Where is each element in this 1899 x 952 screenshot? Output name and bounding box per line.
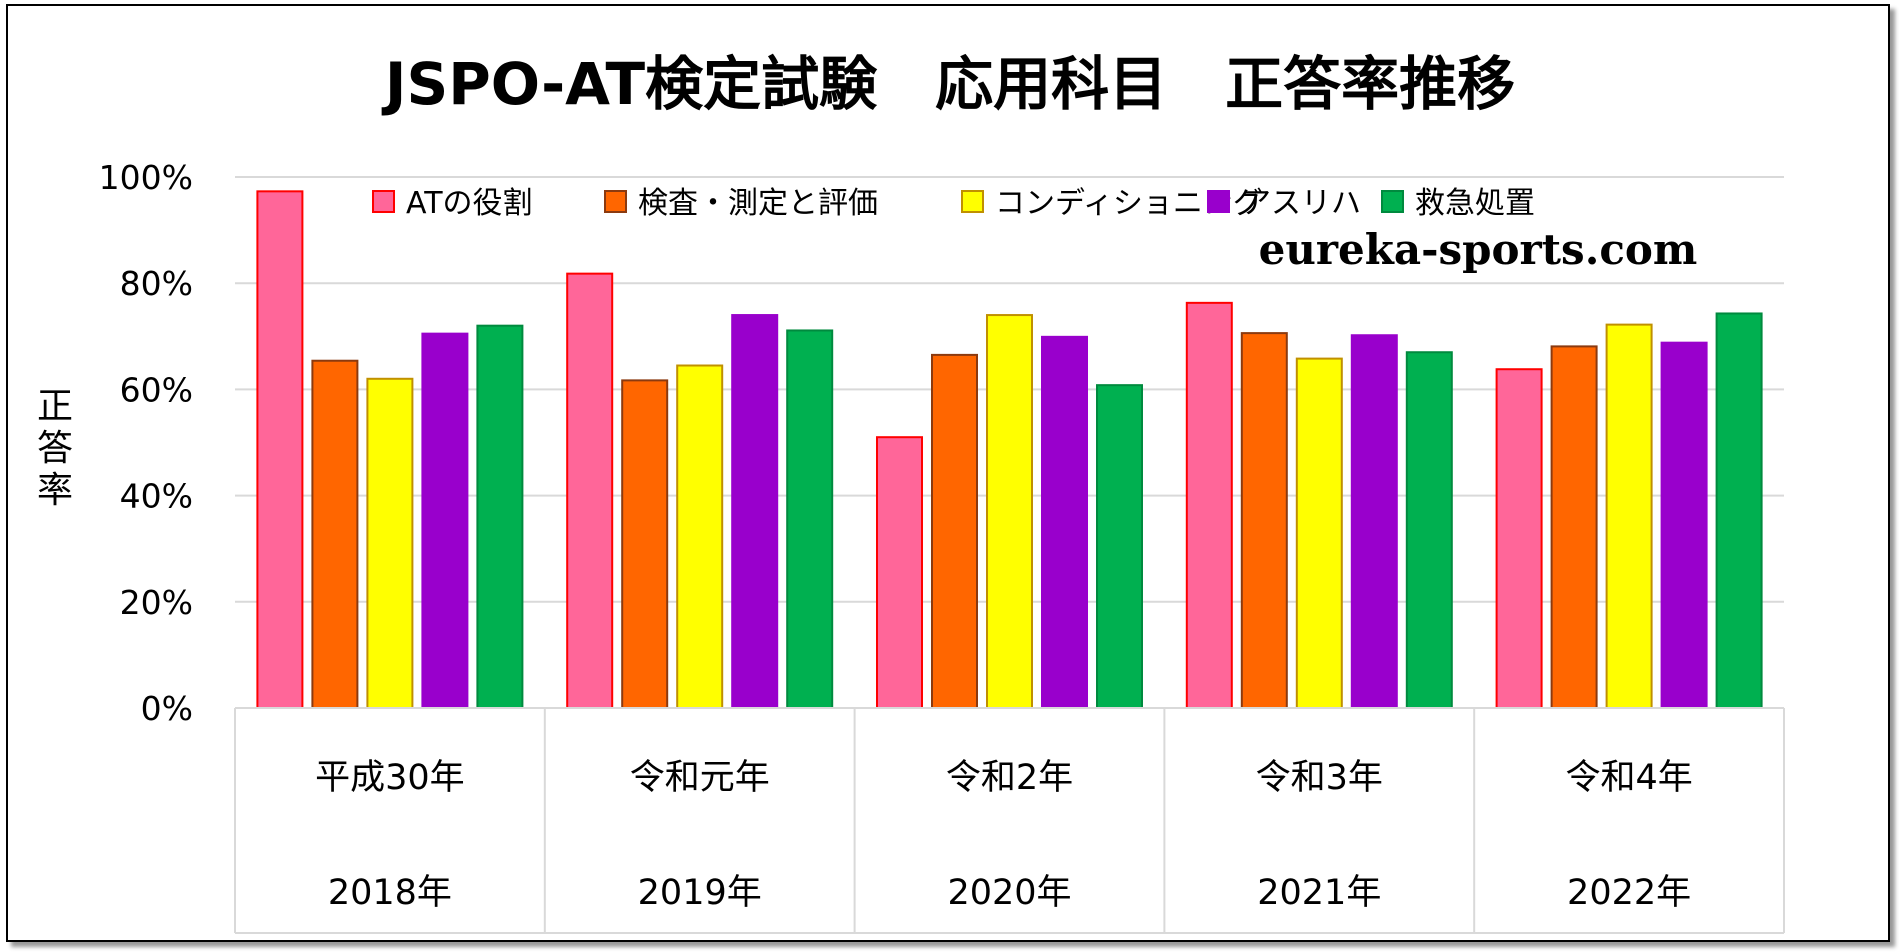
bar — [311, 359, 359, 709]
bar — [1660, 341, 1708, 709]
bar — [256, 190, 304, 710]
bar — [1550, 345, 1598, 709]
y-axis-label-char: 正 — [37, 386, 73, 427]
bar — [1041, 335, 1088, 709]
legend-swatch — [372, 190, 395, 213]
y-axis-label-char: 答 — [37, 428, 73, 469]
bar — [566, 272, 614, 709]
bar — [676, 364, 724, 709]
bar — [366, 377, 414, 709]
x-tick-label-era: 令和2年 — [946, 758, 1073, 798]
y-tick-label: 60% — [120, 370, 193, 409]
bar — [1715, 312, 1763, 709]
legend-swatch — [961, 190, 984, 213]
x-tick-label-era: 令和元年 — [630, 758, 770, 798]
legend-label: 救急処置 — [1415, 186, 1535, 221]
legend-swatch — [604, 190, 627, 213]
x-tick-label-year: 2022年 — [1567, 873, 1691, 913]
legend-label: アスリハ — [1241, 186, 1361, 221]
bar — [731, 314, 779, 709]
x-tick-label-year: 2019年 — [638, 873, 762, 913]
y-axis-label: 正答率 — [37, 386, 73, 511]
bar — [1495, 368, 1543, 709]
bar — [1096, 384, 1143, 709]
y-tick-label: 40% — [120, 477, 193, 516]
bar — [1405, 351, 1453, 709]
bar — [476, 324, 524, 709]
y-tick-label: 100% — [99, 158, 193, 197]
y-tick-label: 80% — [120, 264, 193, 303]
legend-swatch — [1381, 190, 1404, 213]
bar — [1240, 332, 1288, 709]
bar — [1295, 357, 1343, 709]
x-tick-label-year: 2020年 — [947, 873, 1071, 913]
bar — [786, 329, 834, 709]
y-tick-label: 0% — [141, 689, 193, 728]
legend-swatch — [1207, 190, 1230, 213]
bar — [1185, 301, 1233, 709]
y-axis-label-char: 率 — [37, 470, 73, 511]
bar — [621, 379, 669, 709]
x-tick-label-era: 令和3年 — [1256, 758, 1383, 798]
x-tick-label-year: 2018年 — [328, 873, 452, 913]
legend-label: 検査・測定と評価 — [638, 186, 878, 221]
bar — [1350, 334, 1398, 709]
bar — [421, 332, 469, 709]
legend-label: ATの役割 — [406, 186, 533, 221]
x-tick-label-era: 令和4年 — [1565, 758, 1692, 798]
x-tick-label-era: 平成30年 — [315, 758, 465, 798]
bar — [1605, 323, 1653, 709]
bar — [986, 314, 1033, 709]
watermark: eureka-sports.com — [1259, 225, 1698, 274]
bar — [931, 353, 978, 709]
chart-title: JSPO-AT検定試験 応用科目 正答率推移 — [381, 50, 1515, 118]
x-tick-label-year: 2021年 — [1257, 873, 1381, 913]
bar — [876, 436, 923, 709]
y-tick-label: 20% — [120, 583, 193, 622]
